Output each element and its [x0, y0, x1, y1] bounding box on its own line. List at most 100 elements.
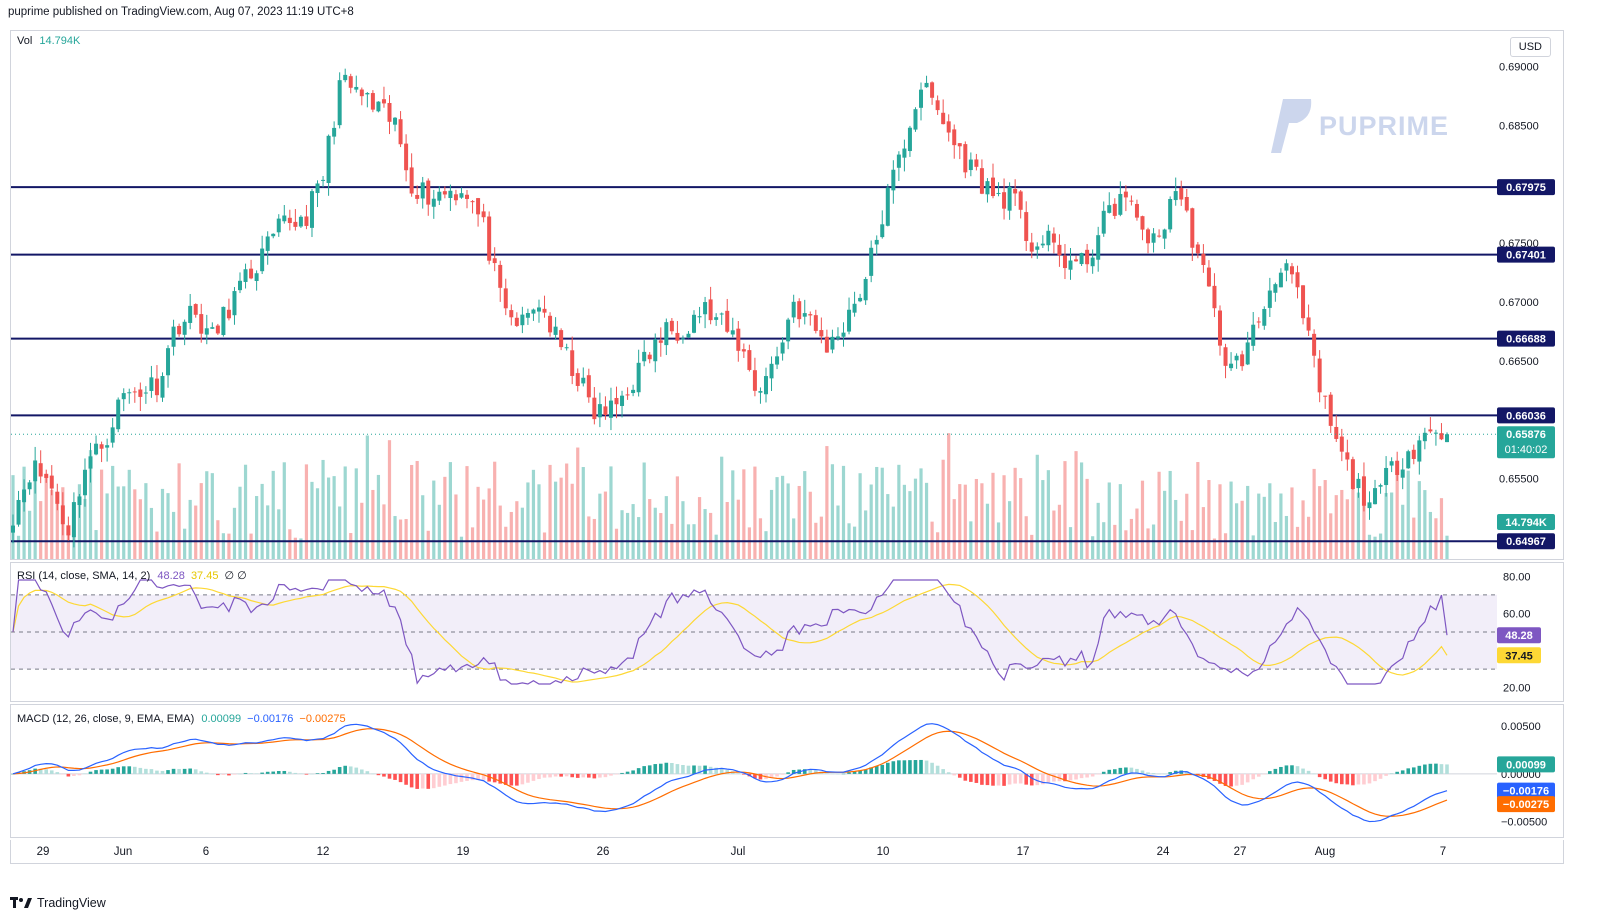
candle-body	[1323, 395, 1328, 397]
candle-body	[858, 297, 863, 302]
volume-bar	[753, 466, 757, 559]
candle-body	[570, 350, 575, 376]
macd-hist-bar	[1096, 773, 1100, 775]
tradingview-footer[interactable]: TradingView	[10, 896, 106, 910]
macd-hist-bar	[1290, 765, 1294, 774]
volume-bar	[260, 483, 264, 559]
macd-hist-bar	[631, 770, 635, 774]
macd-hist-bar	[398, 773, 403, 783]
macd-hist-bar	[94, 770, 98, 774]
rsi-tick-label: 60.00	[1503, 608, 1531, 620]
volume-bar	[736, 499, 740, 559]
macd-hist-bar	[77, 773, 82, 776]
rsi-value: 48.28	[157, 570, 185, 582]
volume-bar	[1196, 462, 1200, 559]
candle-body	[1384, 467, 1389, 486]
candle-body	[725, 310, 730, 332]
macd-hist-bar	[863, 769, 868, 774]
candle-body	[1107, 205, 1112, 213]
volume-bar	[166, 493, 170, 559]
volume-bar	[1140, 480, 1145, 559]
volume-bar	[44, 475, 48, 559]
candle-body	[265, 236, 270, 251]
candle-body	[293, 221, 298, 227]
candle-body	[321, 179, 326, 181]
volume-bar	[969, 521, 973, 559]
macd-hist-bar	[1367, 773, 1372, 784]
candle-body	[88, 456, 93, 469]
volume-bar	[50, 489, 54, 559]
macd-line-badge-text: −0.00176	[1503, 786, 1549, 798]
candle-body	[33, 460, 38, 482]
candle-body	[404, 143, 409, 171]
macd-hist-bar	[625, 771, 630, 774]
macd-hist-bar	[1340, 773, 1344, 785]
volume-bar	[758, 518, 763, 559]
volume-bar	[570, 483, 574, 559]
macd-hist-bar	[38, 768, 43, 774]
volume-bar	[83, 498, 87, 559]
candle-body	[548, 315, 553, 333]
macd-hist-bar	[974, 773, 979, 783]
candle-body	[758, 391, 763, 393]
macd-hist-bar	[343, 765, 348, 774]
level-badge-bg	[1497, 246, 1555, 263]
macd-hist-bar	[1411, 767, 1416, 774]
macd-hist-bar	[1334, 773, 1339, 784]
volume-bar	[742, 469, 746, 559]
candle-body	[1212, 285, 1217, 309]
macd-hist-bar	[775, 773, 779, 777]
volume-bar	[1201, 507, 1205, 559]
level-badge-text: 0.67975	[1506, 182, 1546, 194]
macd-hist-bar	[852, 771, 857, 774]
price-panel[interactable]: Vol 14.794K USD PUPRIME 0.69000 0.68500 0.…	[10, 30, 1564, 560]
volume-bar	[1262, 496, 1266, 559]
candle-body	[1439, 433, 1444, 440]
volume-bar	[393, 516, 397, 559]
volume-bar	[852, 526, 857, 559]
level-badge-text: 0.66036	[1506, 410, 1546, 422]
candle-body	[930, 82, 935, 98]
volume-bar	[1306, 516, 1311, 559]
volume-bar	[155, 531, 159, 559]
candle-body	[1057, 244, 1062, 256]
candle-body	[952, 129, 957, 146]
macd-hist-bar	[437, 773, 442, 787]
candle-body	[1157, 235, 1162, 237]
macd-hist-bar	[869, 767, 873, 774]
volume-bar	[537, 484, 541, 559]
macd-hist-bar	[420, 773, 425, 789]
candle-body	[885, 187, 890, 226]
candle-body	[498, 264, 503, 288]
candle-body	[166, 348, 171, 376]
macd-hist-bar	[1345, 773, 1350, 785]
current-price-text: 0.65876	[1506, 429, 1546, 441]
macd-panel[interactable]: 0.00500 0.00000 −0.00500 0.00099 −0.00176 −0.…	[10, 704, 1564, 838]
time-axis[interactable]: 29 Jun 6 12 19 26 Jul 10 17 24 27 Aug 7	[10, 840, 1564, 864]
macd-hist-bar	[121, 766, 126, 774]
macd-signal-badge: −0.00275	[1497, 796, 1555, 813]
price-tick-label: 0.68500	[1499, 120, 1539, 132]
volume-bar	[792, 518, 796, 559]
currency-button[interactable]: USD	[1509, 37, 1551, 57]
candle-body	[996, 192, 1001, 194]
volume-bar	[1384, 492, 1388, 559]
macd-hist-bar	[492, 773, 497, 783]
candle-body	[365, 93, 370, 95]
macd-hist-bar	[238, 773, 242, 775]
time-axis-svg: 29 Jun 6 12 19 26 Jul 10 17 24 27 Aug 7	[37, 846, 1447, 858]
volume-bar	[360, 502, 364, 559]
macd-hist-bar	[658, 763, 663, 774]
candle-body	[1400, 469, 1405, 478]
volume-bar	[1008, 501, 1012, 559]
volume-bar	[731, 470, 735, 559]
rsi-panel[interactable]: 80.00 60.00 20.00 48.28 37.45 RSI (14, close…	[10, 562, 1564, 702]
volume-bar	[415, 460, 419, 559]
volume-bar	[398, 519, 403, 559]
volume-bar	[448, 462, 452, 559]
volume-bar	[609, 466, 613, 559]
macd-hist-bar	[476, 773, 480, 781]
rsi-band-fill	[11, 594, 1497, 670]
candle-body	[121, 393, 126, 400]
macd-hist-bar	[609, 773, 613, 776]
